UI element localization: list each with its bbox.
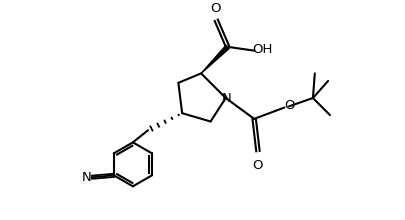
Polygon shape	[200, 45, 229, 73]
Text: N: N	[221, 92, 231, 104]
Text: O: O	[210, 2, 221, 15]
Text: OH: OH	[252, 43, 272, 56]
Text: O: O	[284, 99, 294, 112]
Text: O: O	[252, 160, 262, 172]
Text: N: N	[81, 171, 91, 184]
